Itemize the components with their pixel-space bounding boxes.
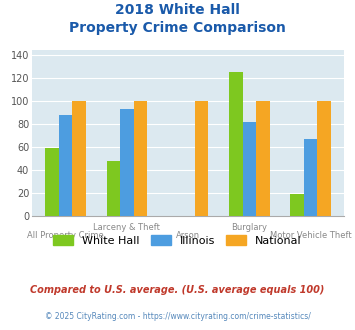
- Text: Arson: Arson: [176, 231, 200, 240]
- Text: Compared to U.S. average. (U.S. average equals 100): Compared to U.S. average. (U.S. average …: [30, 285, 325, 295]
- Bar: [256, 101, 269, 216]
- Bar: [133, 101, 147, 216]
- Bar: [317, 101, 331, 216]
- Text: Motor Vehicle Theft: Motor Vehicle Theft: [270, 231, 351, 240]
- Bar: [243, 122, 256, 216]
- Bar: [59, 115, 72, 216]
- Text: Property Crime Comparison: Property Crime Comparison: [69, 21, 286, 35]
- Text: 2018 White Hall: 2018 White Hall: [115, 3, 240, 17]
- Bar: [72, 101, 86, 216]
- Text: Burglary: Burglary: [231, 223, 267, 232]
- Bar: [120, 109, 133, 216]
- Bar: [290, 194, 304, 216]
- Bar: [107, 161, 120, 216]
- Text: © 2025 CityRating.com - https://www.cityrating.com/crime-statistics/: © 2025 CityRating.com - https://www.city…: [45, 312, 310, 321]
- Legend: White Hall, Illinois, National: White Hall, Illinois, National: [49, 230, 306, 250]
- Bar: [45, 148, 59, 216]
- Text: All Property Crime: All Property Crime: [27, 231, 104, 240]
- Text: Larceny & Theft: Larceny & Theft: [93, 223, 160, 232]
- Bar: [304, 139, 317, 216]
- Bar: [195, 101, 208, 216]
- Bar: [229, 73, 243, 216]
